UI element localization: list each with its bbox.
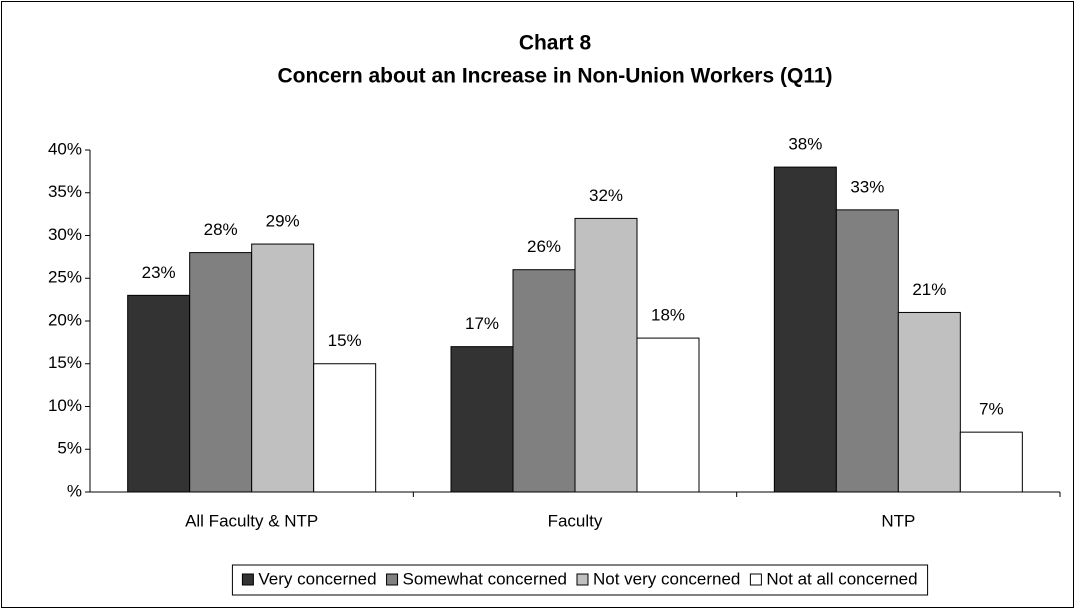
bar: [636, 337, 700, 493]
bar: [450, 346, 514, 493]
legend-label: Not at all concerned: [766, 569, 917, 588]
bar: [773, 166, 837, 493]
bar: [251, 243, 315, 493]
legend-swatch: [749, 573, 762, 586]
legend-label: Very concerned: [258, 569, 376, 588]
bar: [512, 269, 576, 493]
value-label: 33%: [850, 177, 884, 196]
value-label: 29%: [266, 212, 300, 231]
y-tick-label: 25%: [48, 268, 82, 287]
legend-swatch: [386, 573, 399, 586]
y-tick-label: 35%: [48, 182, 82, 201]
chart-subtitle: Concern about an Increase in Non-Union W…: [277, 65, 832, 88]
y-tick-label: 20%: [48, 310, 82, 329]
bar: [189, 252, 253, 493]
y-tick-label: %: [67, 481, 82, 500]
value-label: 28%: [204, 220, 238, 239]
bar: [313, 363, 377, 493]
legend-label: Not very concerned: [593, 569, 740, 588]
x-tick-label: All Faculty & NTP: [185, 511, 318, 530]
bar: [835, 209, 899, 493]
value-label: 32%: [589, 186, 623, 205]
value-label: 7%: [979, 400, 1004, 419]
legend-label: Somewhat concerned: [403, 569, 567, 588]
y-tick-label: 15%: [48, 353, 82, 372]
bar: [574, 217, 638, 493]
bar: [127, 294, 191, 493]
value-label: 38%: [788, 135, 822, 154]
value-label: 17%: [465, 314, 499, 333]
x-tick-label: Faculty: [548, 511, 603, 530]
legend-swatch: [576, 573, 589, 586]
y-tick-label: 40%: [48, 139, 82, 158]
value-label: 15%: [328, 331, 362, 350]
y-tick-label: 30%: [48, 225, 82, 244]
value-label: 21%: [912, 280, 946, 299]
bar: [959, 431, 1023, 493]
value-label: 18%: [651, 306, 685, 325]
value-label: 26%: [527, 237, 561, 256]
value-label: 23%: [142, 263, 176, 282]
x-tick-label: NTP: [881, 511, 915, 530]
y-tick-label: 10%: [48, 396, 82, 415]
chart-title: Chart 8: [519, 32, 592, 55]
y-tick-label: 5%: [57, 439, 82, 458]
bar: [897, 311, 961, 493]
legend-swatch: [241, 573, 254, 586]
